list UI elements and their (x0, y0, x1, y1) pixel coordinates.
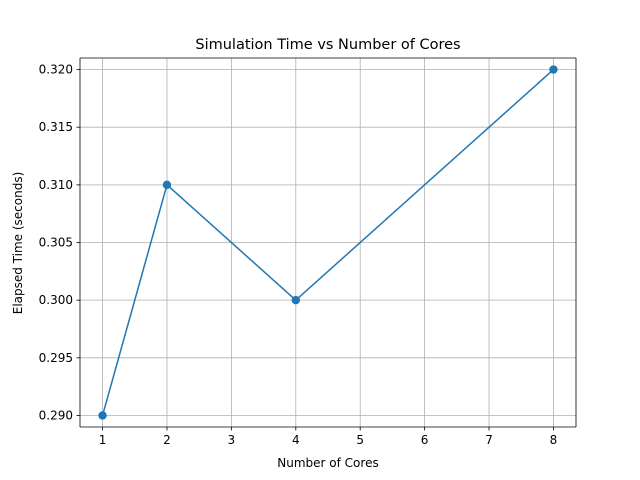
y-axis-label: Elapsed Time (seconds) (11, 172, 25, 315)
data-series (98, 65, 558, 420)
y-tick-label: 0.315 (39, 120, 73, 134)
chart-title: Simulation Time vs Number of Cores (195, 37, 460, 53)
x-tick-label: 2 (163, 433, 171, 447)
x-tick-label: 1 (99, 433, 107, 447)
data-point (162, 180, 172, 190)
x-tick-label: 3 (228, 433, 236, 447)
data-point (291, 295, 300, 305)
x-axis-label: Number of Cores (277, 456, 378, 470)
x-tick-label: 7 (485, 433, 493, 447)
y-tick-label: 0.305 (39, 236, 73, 250)
x-tick-label: 6 (421, 433, 429, 447)
y-tick-label: 0.295 (39, 351, 73, 365)
y-tick-label: 0.320 (39, 63, 73, 77)
data-point (98, 411, 107, 420)
series-line (101, 68, 554, 416)
y-tick-label: 0.310 (39, 178, 73, 192)
x-tick-label: 4 (292, 433, 300, 447)
ticks: 1 2 3 4 5 6 7 8 0.290 0.295 0.300 0.305 0.310 0.315 0.… (39, 63, 558, 447)
x-tick-label: 5 (356, 433, 364, 447)
y-tick-label: 0.300 (39, 293, 73, 307)
y-tick-label: 0.290 (39, 408, 73, 422)
x-tick-label: 8 (550, 433, 558, 447)
data-point (549, 65, 558, 74)
